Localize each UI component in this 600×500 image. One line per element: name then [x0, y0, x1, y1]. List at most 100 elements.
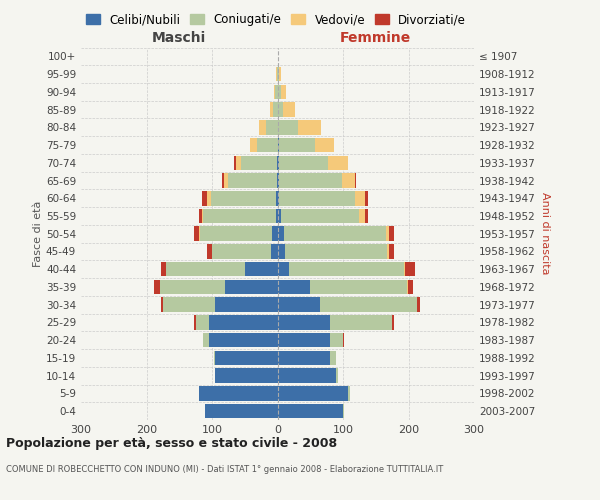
Bar: [279, 67, 281, 82]
Bar: [337, 368, 338, 383]
Bar: [284, 226, 386, 241]
Bar: [389, 244, 394, 259]
Bar: [277, 280, 310, 294]
Bar: [320, 298, 417, 312]
Bar: [205, 404, 277, 418]
Bar: [209, 315, 277, 330]
Bar: [277, 350, 330, 365]
Bar: [199, 386, 277, 400]
Bar: [259, 120, 266, 134]
Bar: [200, 226, 272, 241]
Bar: [194, 226, 199, 241]
Bar: [228, 174, 277, 188]
Bar: [277, 333, 330, 347]
Bar: [277, 84, 281, 99]
Bar: [277, 138, 279, 152]
Bar: [408, 280, 413, 294]
Bar: [277, 208, 281, 224]
Bar: [283, 102, 295, 117]
Bar: [271, 244, 277, 259]
Bar: [279, 138, 315, 152]
Bar: [211, 191, 276, 206]
Text: Femmine: Femmine: [340, 31, 412, 45]
Bar: [276, 67, 277, 82]
Bar: [280, 174, 341, 188]
Bar: [214, 350, 215, 365]
Bar: [278, 102, 283, 117]
Bar: [277, 191, 280, 206]
Bar: [365, 208, 368, 224]
Bar: [389, 226, 394, 241]
Bar: [199, 226, 200, 241]
Bar: [215, 350, 277, 365]
Bar: [289, 262, 404, 276]
Bar: [212, 244, 271, 259]
Bar: [355, 191, 365, 206]
Bar: [225, 280, 277, 294]
Bar: [298, 120, 321, 134]
Bar: [407, 280, 408, 294]
Bar: [277, 174, 280, 188]
Bar: [273, 102, 277, 117]
Text: Maschi: Maschi: [152, 31, 206, 45]
Bar: [160, 280, 225, 294]
Bar: [276, 191, 277, 206]
Bar: [269, 102, 273, 117]
Bar: [257, 138, 277, 152]
Bar: [278, 120, 298, 134]
Bar: [266, 120, 277, 134]
Bar: [277, 226, 284, 241]
Bar: [404, 262, 405, 276]
Bar: [161, 262, 166, 276]
Bar: [277, 386, 348, 400]
Bar: [343, 333, 344, 347]
Bar: [203, 208, 275, 224]
Bar: [203, 333, 209, 347]
Bar: [199, 208, 202, 224]
Bar: [343, 404, 344, 418]
Bar: [224, 174, 228, 188]
Bar: [387, 244, 389, 259]
Bar: [274, 84, 275, 99]
Bar: [277, 67, 279, 82]
Bar: [277, 262, 289, 276]
Bar: [207, 244, 212, 259]
Bar: [277, 368, 337, 383]
Bar: [272, 226, 277, 241]
Bar: [328, 156, 347, 170]
Bar: [166, 262, 245, 276]
Bar: [277, 315, 330, 330]
Bar: [275, 208, 277, 224]
Bar: [250, 138, 257, 152]
Bar: [277, 120, 278, 134]
Bar: [277, 244, 286, 259]
Bar: [315, 138, 334, 152]
Bar: [341, 174, 355, 188]
Text: COMUNE DI ROBECCHETTO CON INDUNO (MI) - Dati ISTAT 1° gennaio 2008 - Elaborazion: COMUNE DI ROBECCHETTO CON INDUNO (MI) - …: [6, 466, 443, 474]
Bar: [222, 174, 224, 188]
Bar: [310, 280, 407, 294]
Bar: [330, 333, 343, 347]
Bar: [275, 84, 277, 99]
Bar: [347, 156, 348, 170]
Bar: [359, 208, 365, 224]
Bar: [279, 156, 328, 170]
Bar: [277, 49, 278, 64]
Bar: [241, 156, 277, 170]
Bar: [163, 298, 215, 312]
Bar: [405, 262, 415, 276]
Bar: [277, 404, 343, 418]
Text: Popolazione per età, sesso e stato civile - 2008: Popolazione per età, sesso e stato civil…: [6, 438, 337, 450]
Bar: [161, 298, 163, 312]
Bar: [154, 280, 160, 294]
Bar: [355, 174, 356, 188]
Bar: [281, 84, 286, 99]
Bar: [245, 262, 277, 276]
Bar: [280, 191, 355, 206]
Bar: [277, 156, 279, 170]
Bar: [202, 191, 208, 206]
Y-axis label: Anni di nascita: Anni di nascita: [539, 192, 550, 275]
Bar: [208, 191, 211, 206]
Bar: [386, 226, 389, 241]
Bar: [196, 315, 209, 330]
